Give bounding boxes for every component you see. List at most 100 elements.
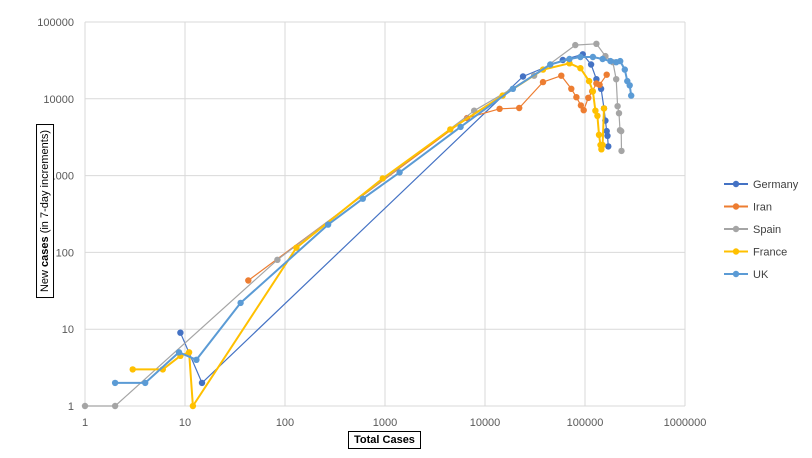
data-point-uk bbox=[237, 299, 244, 307]
data-point-uk bbox=[193, 356, 200, 363]
series-uk bbox=[111, 53, 635, 387]
legend-label-iran: Iran bbox=[753, 202, 772, 214]
data-point-france bbox=[595, 131, 603, 138]
legend: Germany Iran Spain France UK bbox=[724, 179, 799, 281]
y-axis-title-part-3: (in 7-day increments) bbox=[39, 129, 52, 237]
data-point-uk bbox=[457, 123, 464, 131]
data-point-spain bbox=[111, 402, 119, 410]
x-tick-label: 10 bbox=[179, 417, 191, 429]
data-point-uk bbox=[607, 57, 614, 65]
data-point-iran bbox=[580, 107, 587, 114]
x-tick-label: 1000000 bbox=[664, 417, 707, 429]
data-point-uk bbox=[599, 55, 606, 63]
data-point-france bbox=[577, 65, 584, 72]
data-point-spain bbox=[274, 256, 281, 263]
y-tick-label: 10 bbox=[62, 324, 74, 336]
legend-marker-spain bbox=[732, 225, 740, 233]
y-tick-label: 1000 bbox=[50, 171, 74, 183]
legend-item-uk: UK bbox=[724, 269, 769, 281]
data-point-iran bbox=[245, 277, 252, 284]
data-point-uk bbox=[617, 57, 624, 65]
data-point-uk bbox=[175, 349, 183, 356]
x-tick-label: 100000 bbox=[567, 417, 604, 429]
x-tick-label: 10000 bbox=[470, 417, 501, 429]
y-tick-label: 1 bbox=[68, 401, 74, 413]
data-point-spain bbox=[615, 110, 623, 117]
data-point-uk bbox=[359, 195, 366, 202]
x-tick-label: 1 bbox=[82, 417, 88, 429]
data-point-france bbox=[293, 244, 300, 251]
data-point-france bbox=[379, 175, 386, 182]
data-point-germany bbox=[519, 73, 527, 80]
legend-label-germany: Germany bbox=[753, 179, 799, 191]
legend-label-uk: UK bbox=[753, 269, 769, 281]
y-axis-title: New cases (in 7-day increments) bbox=[36, 123, 55, 299]
data-point-iran bbox=[603, 71, 610, 78]
data-point-uk bbox=[621, 66, 628, 73]
data-point-uk bbox=[626, 82, 633, 89]
series-line-uk bbox=[115, 56, 633, 384]
data-point-uk bbox=[111, 379, 119, 387]
data-point-iran bbox=[496, 105, 503, 113]
data-point-spain bbox=[613, 76, 620, 83]
data-point-spain bbox=[618, 127, 625, 135]
data-point-spain bbox=[81, 402, 89, 410]
data-point-iran bbox=[585, 94, 592, 102]
data-point-france bbox=[594, 112, 601, 120]
x-tick-label: 100 bbox=[276, 417, 294, 429]
data-point-spain bbox=[572, 41, 579, 49]
data-point-uk bbox=[324, 221, 332, 228]
data-point-iran bbox=[596, 81, 603, 89]
data-point-france bbox=[189, 402, 197, 410]
legend-marker-iran bbox=[732, 203, 740, 210]
data-point-iran bbox=[558, 72, 565, 79]
x-tick-label: 1000 bbox=[373, 417, 397, 429]
data-point-france bbox=[592, 107, 599, 114]
data-point-iran bbox=[516, 104, 523, 112]
data-point-spain bbox=[618, 147, 625, 155]
legend-item-iran: Iran bbox=[724, 202, 772, 214]
data-point-germany bbox=[198, 379, 206, 387]
data-point-france bbox=[447, 126, 454, 133]
legend-label-spain: Spain bbox=[753, 224, 781, 236]
data-point-uk bbox=[566, 55, 573, 63]
data-point-france bbox=[599, 141, 606, 149]
legend-marker-france bbox=[732, 248, 740, 255]
data-point-iran bbox=[568, 85, 575, 93]
data-point-germany bbox=[603, 127, 610, 135]
data-point-uk bbox=[509, 85, 517, 93]
legend-marker-germany bbox=[732, 180, 740, 188]
data-point-iran bbox=[539, 78, 547, 86]
data-point-uk bbox=[547, 61, 554, 68]
data-point-iran bbox=[577, 102, 585, 109]
data-point-uk bbox=[589, 53, 597, 61]
y-tick-label: 100 bbox=[56, 247, 74, 259]
data-point-spain bbox=[614, 103, 621, 110]
data-point-iran bbox=[573, 94, 580, 101]
data-point-germany bbox=[605, 143, 612, 150]
x-axis-title: Total Cases bbox=[348, 431, 421, 449]
y-tick-label: 10000 bbox=[43, 94, 74, 106]
y-tick-label: 100000 bbox=[37, 17, 74, 29]
y-axis-title-part-1: New bbox=[39, 266, 52, 293]
legend-item-spain: Spain bbox=[724, 224, 781, 236]
plot-area bbox=[81, 40, 635, 410]
legend-item-france: France bbox=[724, 247, 787, 259]
legend-item-germany: Germany bbox=[724, 179, 799, 191]
data-point-germany bbox=[177, 329, 184, 336]
data-point-uk bbox=[577, 53, 584, 61]
data-point-france bbox=[129, 366, 136, 373]
gridlines bbox=[84, 21, 686, 407]
series-france bbox=[129, 60, 608, 410]
legend-marker-uk bbox=[732, 270, 740, 278]
data-point-uk bbox=[142, 379, 149, 387]
y-axis-title-part-2: cases bbox=[39, 236, 52, 267]
data-point-france bbox=[185, 349, 193, 356]
data-point-spain bbox=[593, 40, 600, 47]
data-point-france bbox=[585, 77, 593, 85]
data-point-uk bbox=[396, 169, 403, 176]
tick-labels: 1 10 100 1000 10000 100000 1000000 1 10 100 1000 10… bbox=[37, 17, 706, 429]
legend-label-france: France bbox=[753, 247, 787, 259]
